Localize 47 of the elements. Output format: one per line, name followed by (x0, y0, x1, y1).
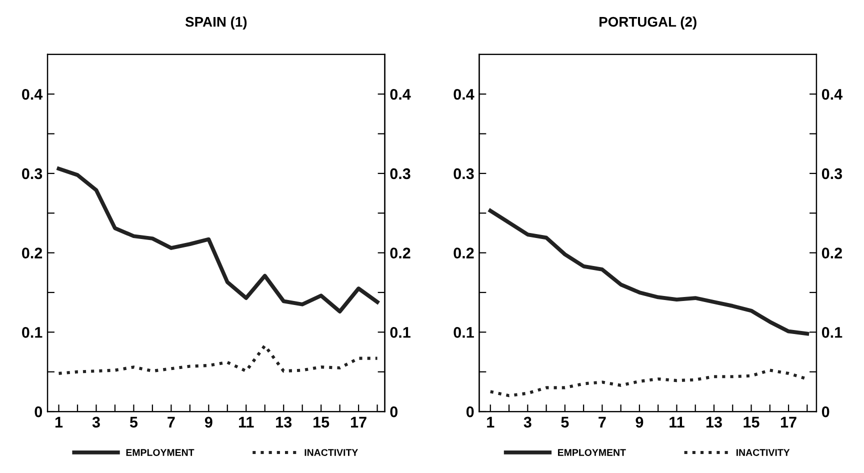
y2-tick-label: 0.1 (822, 327, 842, 338)
x-tick-label: 1 (487, 416, 494, 428)
x-tick-label: 5 (130, 416, 138, 428)
y-tick-label: 0.1 (454, 327, 474, 338)
y-tick-label: 0.1 (22, 327, 42, 338)
x-tick-label: 1 (55, 416, 63, 428)
y2-tick-label: 0.4 (390, 88, 411, 100)
x-tick-label: 7 (168, 416, 175, 428)
y2-tick-label: 0.3 (390, 168, 410, 180)
x-tick-label: 9 (204, 416, 212, 428)
x-tick-label: 9 (636, 416, 644, 428)
x-tick-label: 3 (524, 416, 532, 428)
legend-label: INACTIVITY (736, 449, 790, 456)
x-tick-label: 17 (351, 416, 366, 428)
x-tick-label: 13 (706, 416, 722, 428)
y2-tick-label: 0 (390, 406, 398, 418)
y2-tick-label: 0 (822, 406, 830, 418)
y2-tick-label: 0.4 (822, 88, 842, 100)
y-tick-label: 0 (466, 406, 474, 418)
line-series (488, 208, 810, 336)
x-tick-label: 13 (276, 416, 292, 428)
x-tick-label: 11 (239, 416, 254, 428)
line-series (57, 344, 379, 375)
line-series (56, 166, 380, 314)
x-tick-label: 15 (744, 416, 760, 428)
legend-label: EMPLOYMENT (126, 449, 194, 456)
x-tick-label: 15 (314, 416, 330, 428)
y-tick-label: 0.2 (22, 248, 42, 258)
y-tick-label: 0.3 (454, 168, 474, 180)
legend-label: INACTIVITY (304, 449, 358, 456)
y2-tick-label: 0.2 (390, 248, 410, 258)
y2-tick-label: 0.1 (390, 327, 410, 338)
y-tick-label: 0 (34, 406, 42, 418)
x-tick-label: 5 (561, 416, 569, 428)
x-tick-label: 3 (92, 416, 100, 428)
legend-label: EMPLOYMENT (558, 449, 626, 456)
y2-tick-label: 0.2 (822, 248, 842, 258)
x-tick-label: 7 (598, 416, 606, 428)
y-tick-label: 0.4 (22, 88, 43, 100)
y-tick-label: 0.2 (454, 248, 474, 258)
y-tick-label: 0.3 (22, 168, 42, 180)
y2-tick-label: 0.3 (822, 168, 842, 180)
y-tick-label: 0.4 (454, 88, 474, 100)
chart-title: PORTUGAL (2) (600, 16, 696, 30)
chart-title: SPAIN (1) (185, 16, 247, 30)
x-tick-label: 17 (780, 416, 796, 428)
x-tick-label: 11 (670, 416, 684, 428)
